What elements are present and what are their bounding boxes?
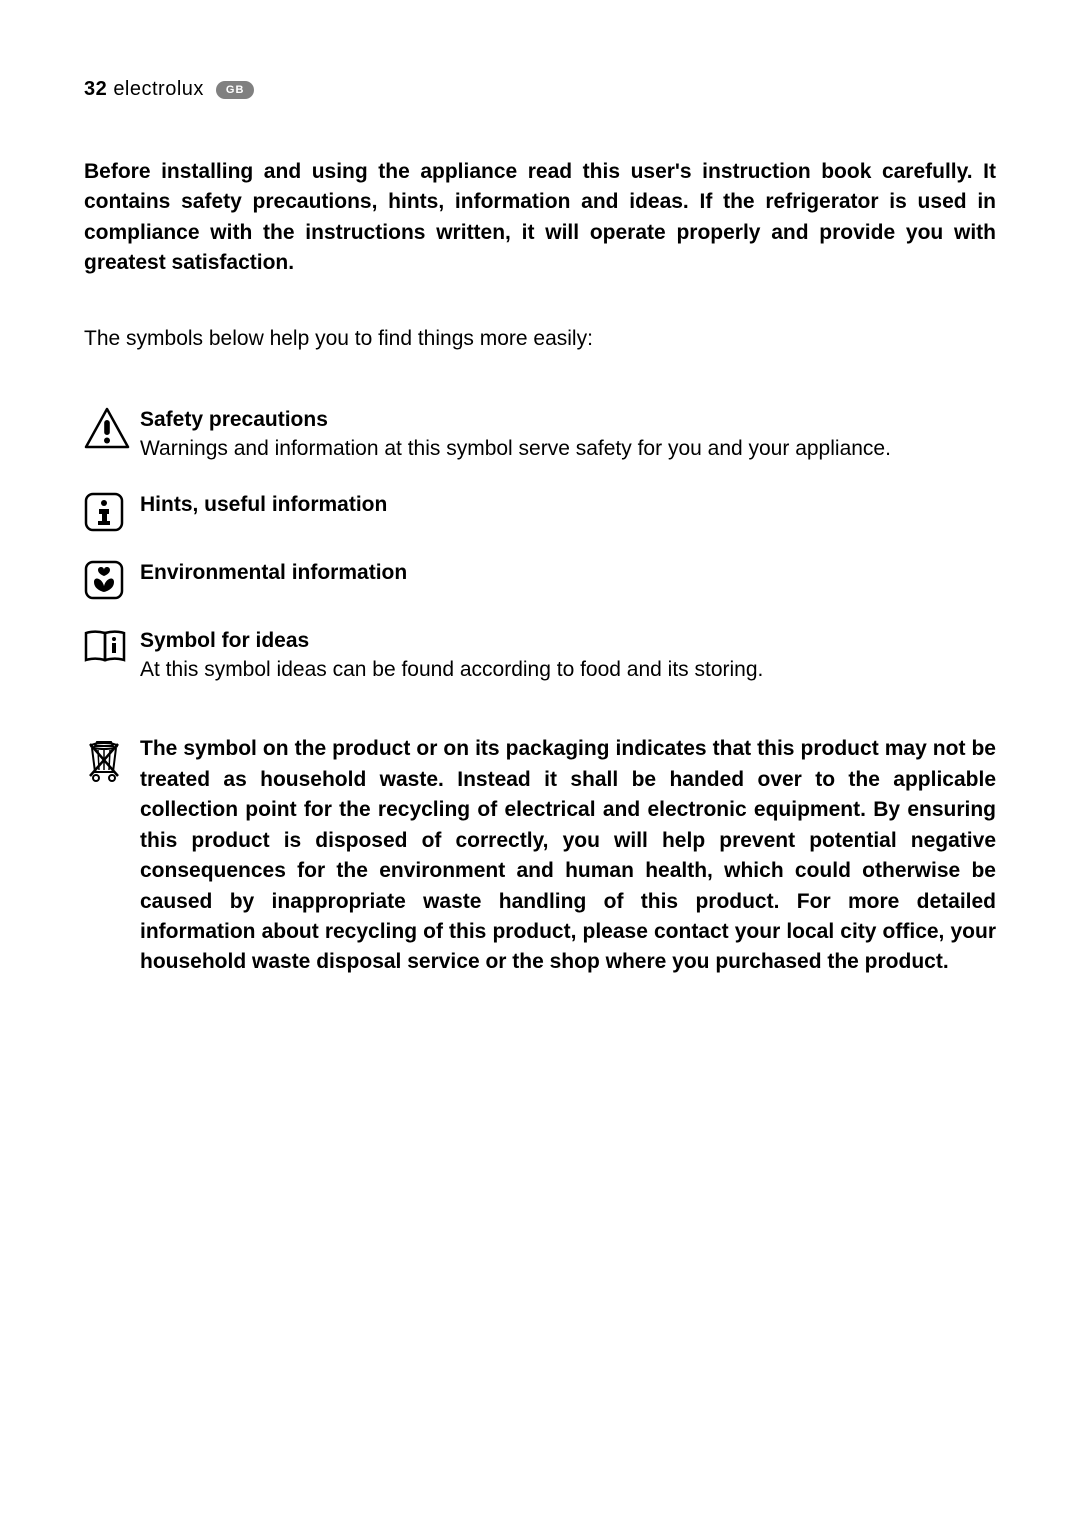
warning-triangle-icon	[84, 407, 130, 449]
hints-section: Hints, useful information	[84, 490, 996, 532]
country-badge: GB	[216, 81, 255, 99]
icon-column	[84, 734, 140, 978]
hints-text: Hints, useful information	[140, 490, 996, 532]
info-box-icon	[84, 492, 124, 532]
icon-column	[84, 558, 140, 600]
icon-column	[84, 405, 140, 464]
flower-box-icon	[84, 560, 124, 600]
page-number: 32	[84, 78, 107, 100]
environmental-text: Environmental information	[140, 558, 996, 600]
safety-text: Safety precautions Warnings and informat…	[140, 405, 996, 464]
brand-name: electrolux	[113, 78, 204, 100]
crossed-bin-icon	[84, 736, 124, 784]
page-header: 32 electrolux GB	[84, 78, 996, 101]
icon-column	[84, 626, 140, 685]
environmental-title: Environmental information	[140, 561, 407, 584]
ideas-text: Symbol for ideas At this symbol ideas ca…	[140, 626, 996, 685]
intro-paragraph: Before installing and using the applianc…	[84, 157, 996, 279]
recycle-text-col: The symbol on the product or on its pack…	[140, 734, 996, 978]
recycle-section: The symbol on the product or on its pack…	[84, 734, 996, 978]
ideas-body: At this symbol ideas can be found accord…	[140, 658, 763, 681]
icon-column	[84, 490, 140, 532]
helper-text: The symbols below help you to find thing…	[84, 327, 996, 351]
page-number-brand: 32 electrolux	[84, 78, 204, 101]
environmental-section: Environmental information	[84, 558, 996, 600]
recycle-body: The symbol on the product or on its pack…	[140, 734, 996, 978]
hints-title: Hints, useful information	[140, 493, 387, 516]
safety-title: Safety precautions	[140, 405, 996, 434]
safety-body: Warnings and information at this symbol …	[140, 437, 891, 460]
ideas-title: Symbol for ideas	[140, 626, 996, 655]
safety-section: Safety precautions Warnings and informat…	[84, 405, 996, 464]
ideas-section: Symbol for ideas At this symbol ideas ca…	[84, 626, 996, 685]
book-info-icon	[84, 628, 126, 664]
